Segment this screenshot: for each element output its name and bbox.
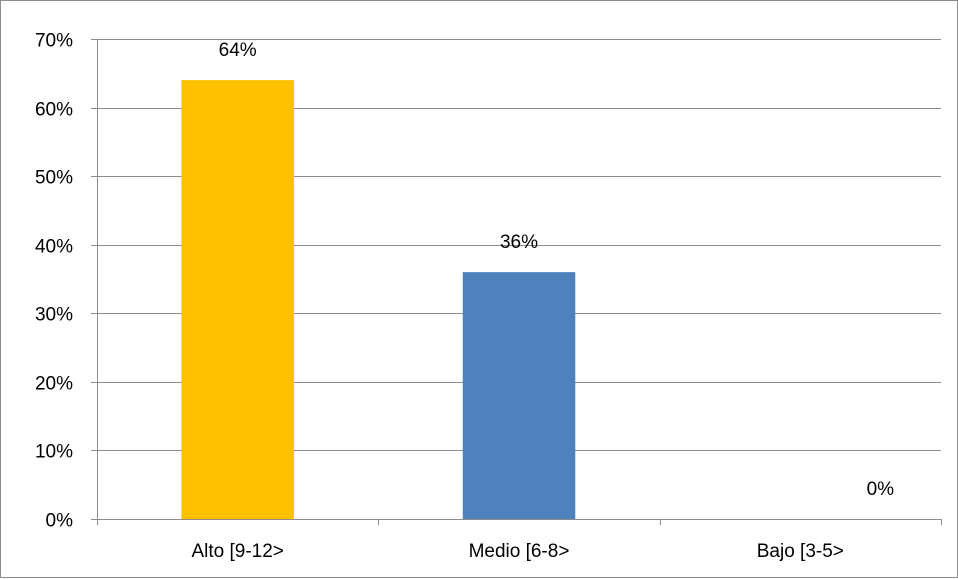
axes bbox=[91, 39, 942, 525]
y-tick-label: 70% bbox=[35, 31, 73, 52]
x-tick-label: Bajo [3-5> bbox=[757, 541, 844, 562]
data-label: 0% bbox=[867, 479, 895, 500]
y-tick-label: 20% bbox=[35, 374, 73, 395]
bar-1 bbox=[181, 80, 294, 520]
x-tick-label: Medio [6-8> bbox=[469, 541, 570, 562]
data-label: 64% bbox=[219, 40, 257, 61]
labels: 0% 10% 20% 30% 40% 50% 60% 70% 64% Alto [9-12> 36%… bbox=[35, 31, 894, 563]
y-tick-label: 50% bbox=[35, 168, 73, 189]
y-tick-label: 30% bbox=[35, 305, 73, 326]
y-tick-label: 0% bbox=[46, 511, 74, 532]
x-tick-label: Alto [9-12> bbox=[191, 541, 283, 562]
y-tick-label: 10% bbox=[35, 442, 73, 463]
y-tick-label: 60% bbox=[35, 100, 73, 121]
y-tick-label: 40% bbox=[35, 237, 73, 258]
bars bbox=[181, 80, 576, 520]
data-label: 36% bbox=[500, 232, 538, 253]
bar-2 bbox=[462, 272, 576, 519]
